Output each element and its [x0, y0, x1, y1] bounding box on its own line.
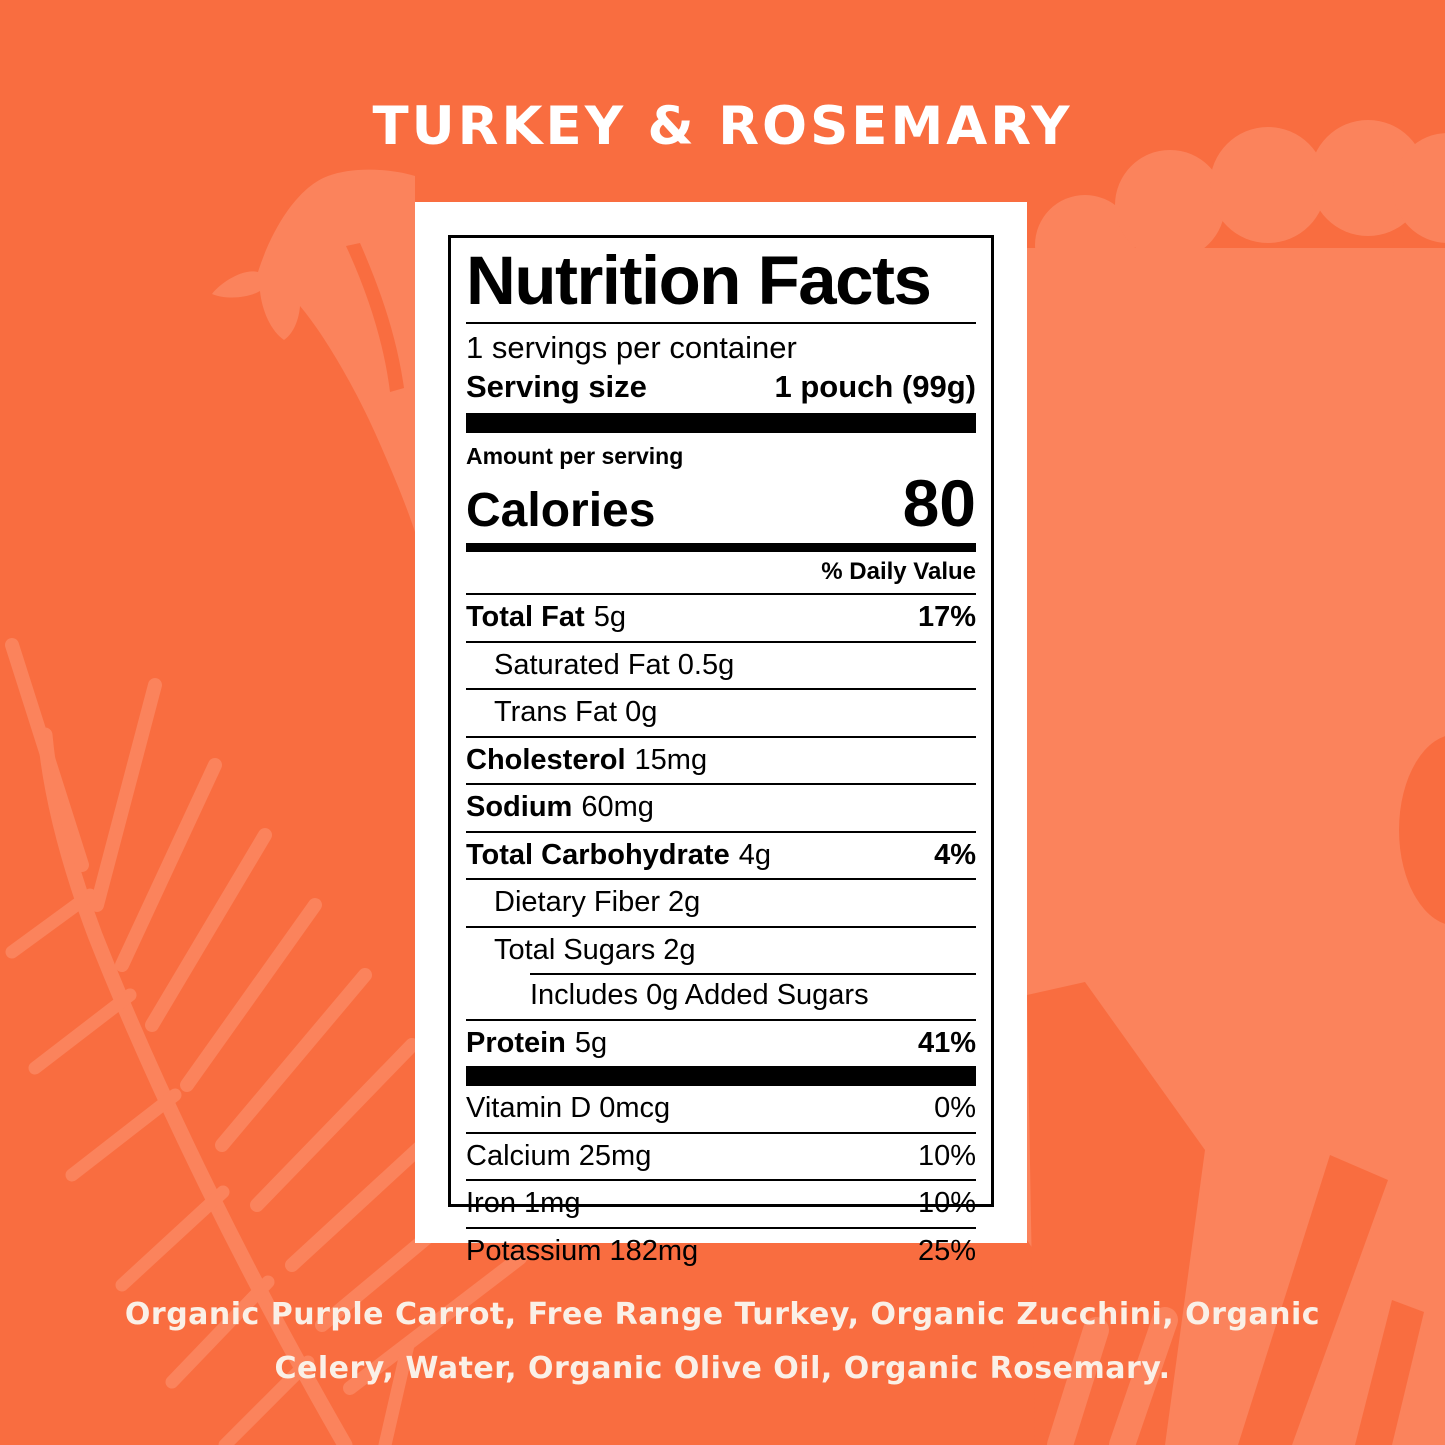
nutrient-rows: Total Fat 5g 17% Saturated Fat 0.5g Trans…	[466, 593, 976, 1066]
serving-size-row: Serving size 1 pouch (99g)	[466, 369, 976, 413]
product-flavor-title: TURKEY & ROSEMARY	[372, 96, 1073, 157]
serving-size-label: Serving size	[466, 369, 647, 405]
servings-per-container: 1 servings per container	[466, 330, 797, 366]
thick-divider-bar	[466, 412, 976, 433]
thick-divider-bar	[466, 1066, 976, 1087]
calories-value: 80	[902, 465, 976, 540]
nutrient-row-trans-fat: Trans Fat 0g	[466, 688, 976, 735]
calories-row: Calories 80	[466, 470, 976, 544]
daily-value-header: % Daily Value	[821, 558, 976, 586]
nutrient-row-calcium: Calcium 25mg 10%	[466, 1131, 976, 1179]
nutrition-facts-label: Nutrition Facts 1 servings per container…	[448, 235, 994, 1267]
nutrient-row-total-carbohydrate: Total Carbohydrate 4g 4%	[466, 830, 976, 878]
medium-divider-bar	[466, 543, 976, 553]
nutrient-row-cholesterol: Cholesterol 15mg	[466, 735, 976, 783]
rosemary-sprig-icon	[5, 638, 527, 1445]
nutrient-row-dietary-fiber: Dietary Fiber 2g	[466, 878, 976, 925]
nutrient-row-saturated-fat: Saturated Fat 0.5g	[466, 640, 976, 688]
nutrient-row-sodium: Sodium 60mg	[466, 783, 976, 830]
amount-per-serving: Amount per serving	[466, 442, 684, 469]
nutrient-row-potassium: Potassium 182mg 25%	[466, 1226, 976, 1274]
nutrient-row-vitamin-d: Vitamin D 0mcg 0%	[466, 1092, 976, 1125]
ingredients-list: Organic Purple Carrot, Free Range Turkey…	[124, 1297, 1321, 1386]
nutrient-row-protein: Protein 5g 41%	[466, 1018, 976, 1066]
serving-size-value: 1 pouch (99g)	[774, 369, 976, 405]
nutrient-row-added-sugars: Includes 0g Added Sugars	[466, 973, 976, 1018]
nutrition-facts-heading: Nutrition Facts	[466, 245, 976, 325]
nutrient-row-iron: Iron 1mg 10%	[466, 1179, 976, 1226]
nutrient-row-total-fat: Total Fat 5g 17%	[466, 593, 976, 640]
micronutrient-rows: Vitamin D 0mcg 0% Calcium 25mg 10% Iron …	[466, 1086, 976, 1274]
label-card: Nutrition Facts 1 servings per container…	[415, 202, 1027, 1267]
nutrient-row-total-sugars: Total Sugars 2g	[466, 925, 976, 973]
turkey-silhouette-icon	[212, 120, 1445, 1445]
calories-label: Calories	[466, 483, 656, 537]
